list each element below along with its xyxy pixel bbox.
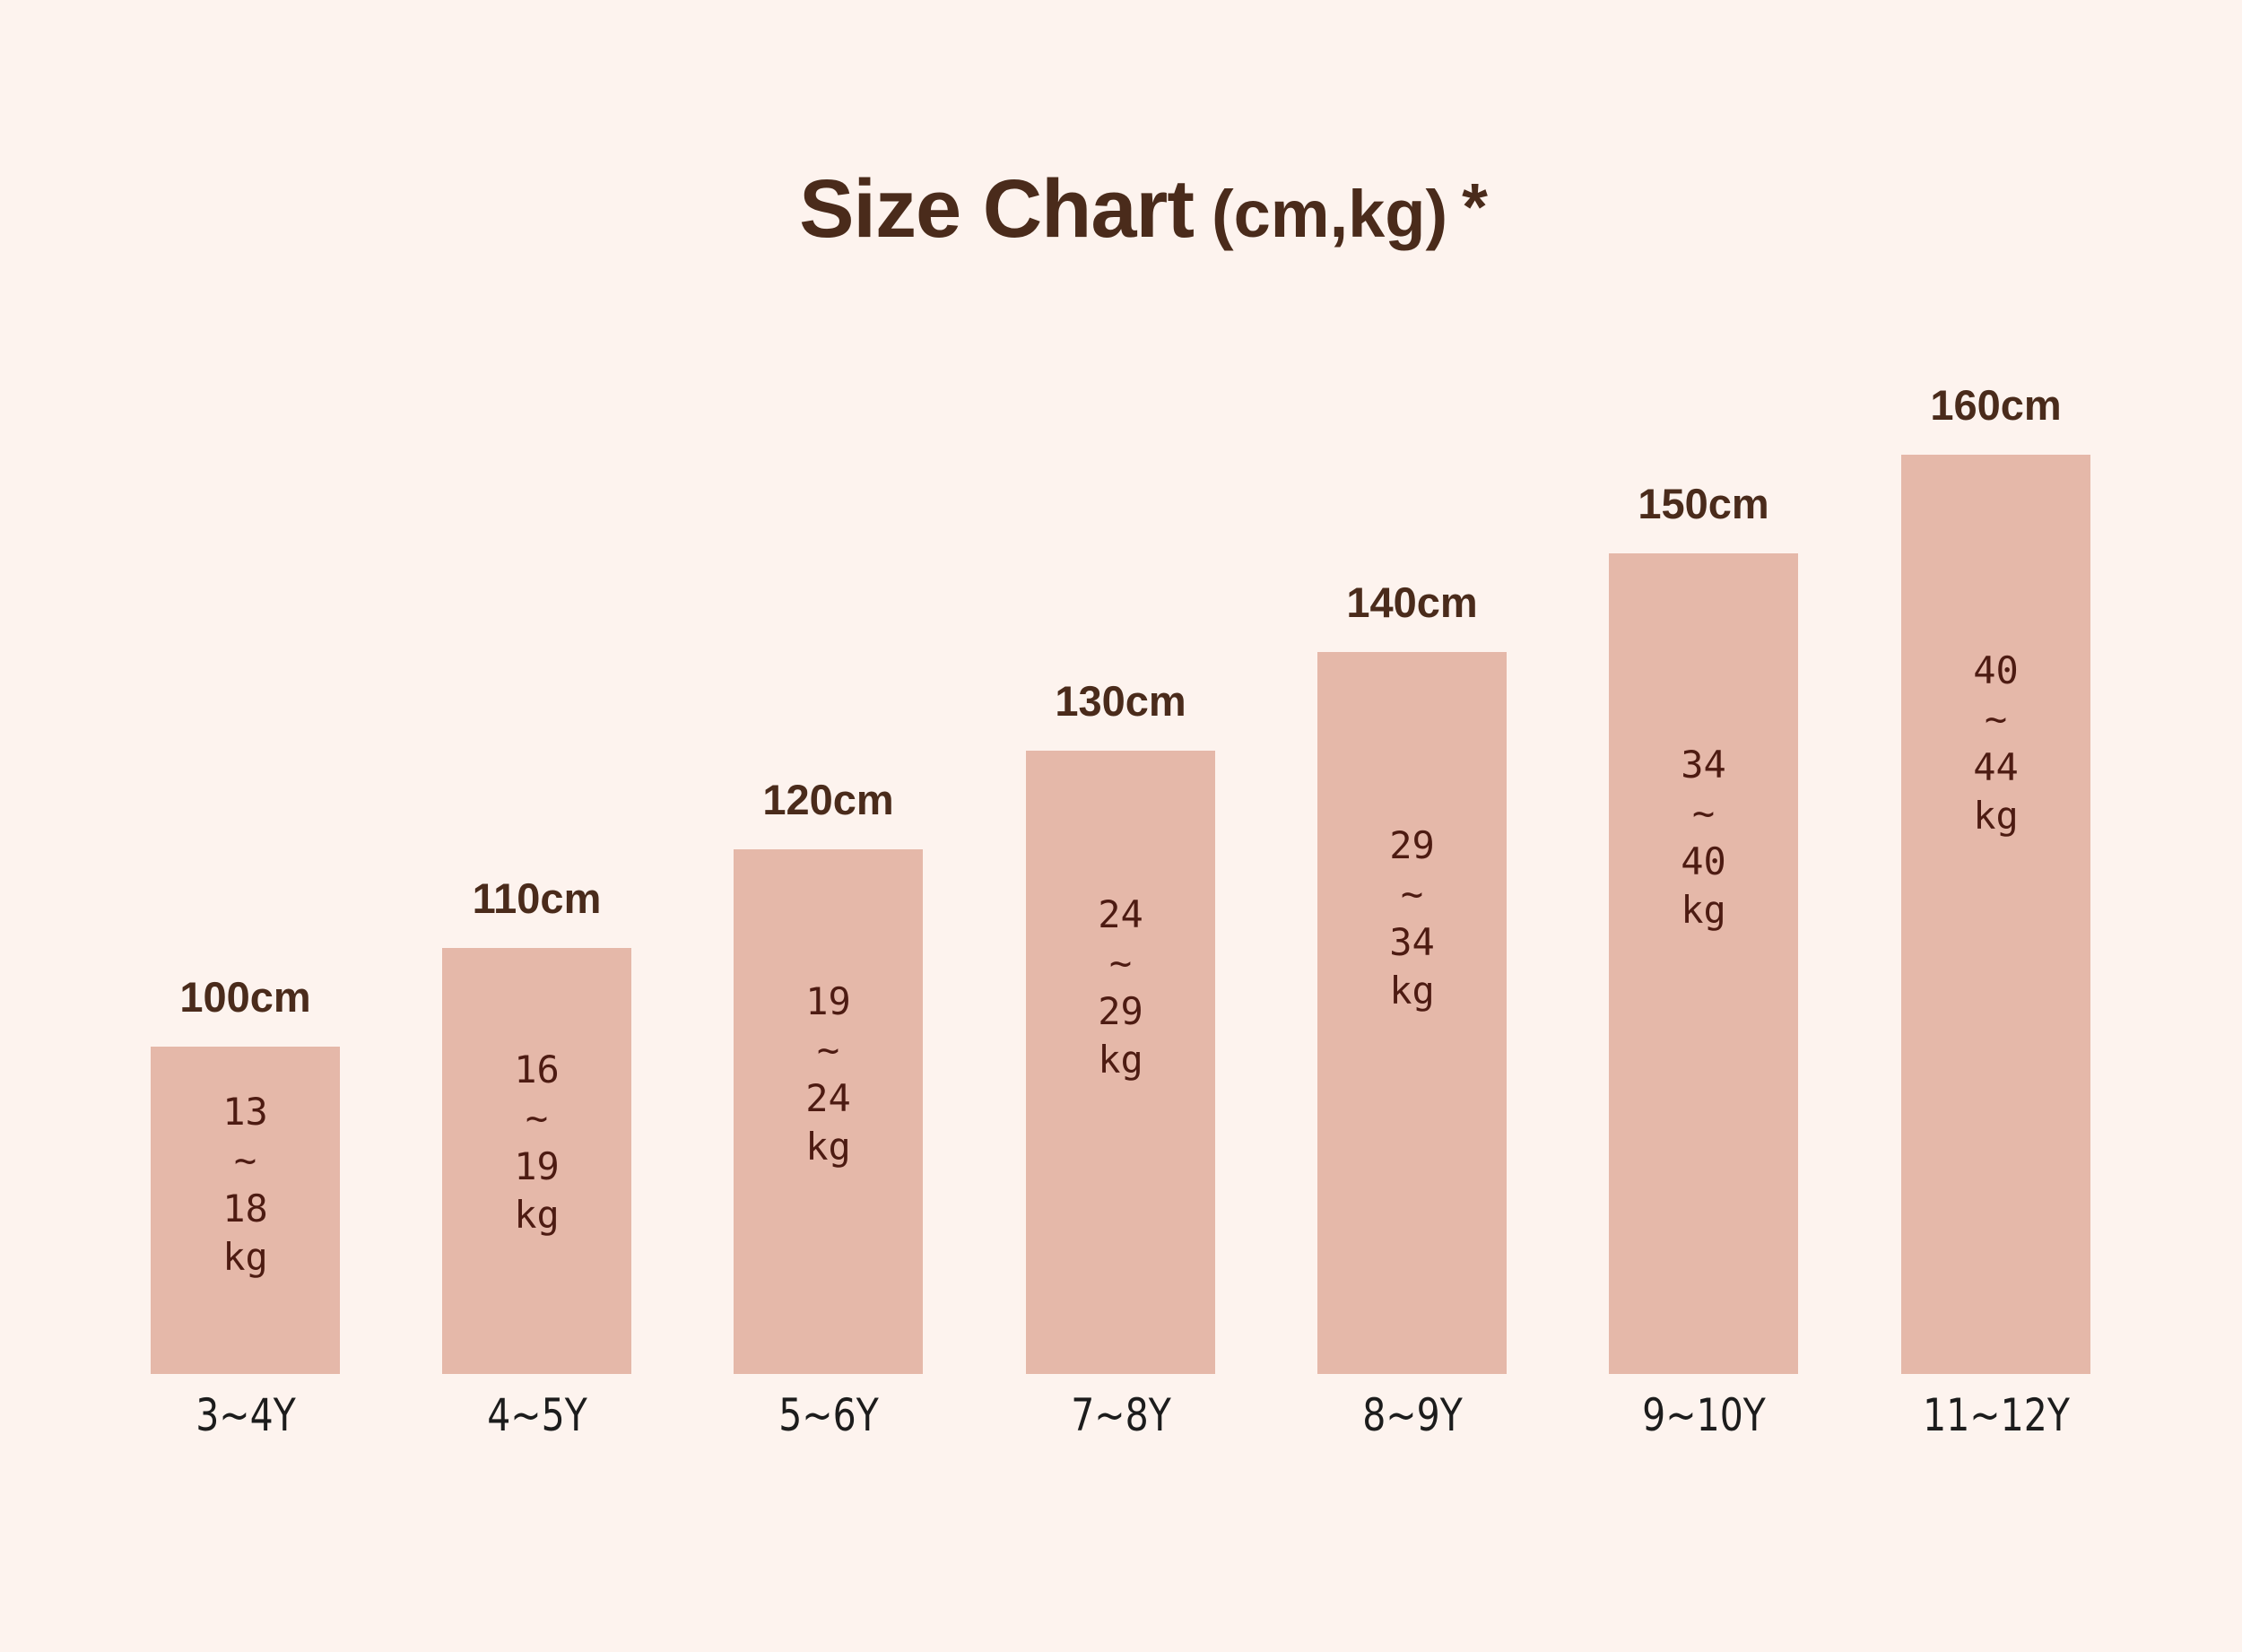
bar-height-label: 110cm — [472, 874, 602, 922]
weight-unit: kg — [1973, 794, 2019, 838]
weight-unit: kg — [514, 1193, 560, 1237]
weight-from: 13 — [222, 1090, 268, 1134]
bar-age-label: 11~12Y — [1922, 1389, 2070, 1441]
weight-to: 18 — [222, 1187, 268, 1230]
bar-age-label: 4~5Y — [486, 1389, 587, 1441]
weight-from: 29 — [1389, 823, 1435, 867]
tilde-separator: ~ — [525, 1096, 549, 1140]
tilde-separator: ~ — [1984, 697, 2008, 741]
bar-weight-range: 40 ~ 44 kg — [1901, 647, 2090, 840]
bar-weight-range: 16 ~ 19 kg — [442, 1046, 631, 1239]
bar-age-label: 5~6Y — [778, 1389, 879, 1441]
weight-unit: kg — [1098, 1038, 1143, 1082]
bar-age-label: 8~9Y — [1361, 1389, 1463, 1441]
weight-from: 19 — [805, 979, 851, 1023]
weight-to: 40 — [1681, 839, 1726, 883]
bar-age-label: 3~4Y — [195, 1389, 296, 1441]
bar: 34 ~ 40 kg — [1609, 553, 1798, 1374]
weight-from: 40 — [1973, 648, 2019, 692]
tilde-separator: ~ — [1108, 941, 1133, 985]
bar: 40 ~ 44 kg — [1901, 455, 2090, 1374]
bar-age-label: 9~10Y — [1641, 1389, 1766, 1441]
chart-title-main: Size Chart — [799, 163, 1195, 255]
bar: 19 ~ 24 kg — [734, 849, 923, 1374]
weight-unit: kg — [805, 1125, 851, 1169]
bar-weight-range: 24 ~ 29 kg — [1026, 891, 1215, 1084]
weight-unit: kg — [1389, 969, 1435, 1013]
weight-unit: kg — [222, 1235, 268, 1279]
bar-weight-range: 29 ~ 34 kg — [1317, 822, 1507, 1015]
bar-height-label: 130cm — [1055, 677, 1186, 725]
bar-height-label: 140cm — [1346, 578, 1478, 626]
weight-from: 16 — [514, 1048, 560, 1091]
weight-unit: kg — [1681, 888, 1726, 932]
weight-to: 24 — [805, 1076, 851, 1120]
bar-height-label: 120cm — [762, 776, 894, 823]
bar: 13 ~ 18 kg — [151, 1047, 340, 1374]
tilde-separator: ~ — [1400, 872, 1424, 916]
bar-height-label: 100cm — [179, 973, 311, 1021]
bar-weight-range: 13 ~ 18 kg — [151, 1088, 340, 1282]
bar-weight-range: 34 ~ 40 kg — [1609, 741, 1798, 935]
chart-title-asterisk: * — [1462, 170, 1488, 244]
chart-title: Size Chart (cm,kg) * — [22, 164, 2242, 272]
weight-from: 24 — [1098, 892, 1143, 936]
bar: 29 ~ 34 kg — [1317, 652, 1507, 1374]
bar-height-label: 160cm — [1930, 381, 2062, 429]
tilde-separator: ~ — [816, 1028, 840, 1072]
tilde-separator: ~ — [1691, 791, 1716, 835]
bar-height-label: 150cm — [1638, 480, 1769, 527]
weight-to: 34 — [1389, 920, 1435, 964]
weight-to: 44 — [1973, 745, 2019, 789]
tilde-separator: ~ — [233, 1138, 257, 1182]
bar: 16 ~ 19 kg — [442, 948, 631, 1374]
weight-to: 29 — [1098, 989, 1143, 1033]
bar: 24 ~ 29 kg — [1026, 751, 1215, 1374]
weight-to: 19 — [514, 1144, 560, 1188]
bar-age-label: 7~8Y — [1070, 1389, 1171, 1441]
chart-title-unit: (cm,kg) — [1211, 177, 1448, 251]
bar-weight-range: 19 ~ 24 kg — [734, 978, 923, 1171]
weight-from: 34 — [1681, 743, 1726, 787]
